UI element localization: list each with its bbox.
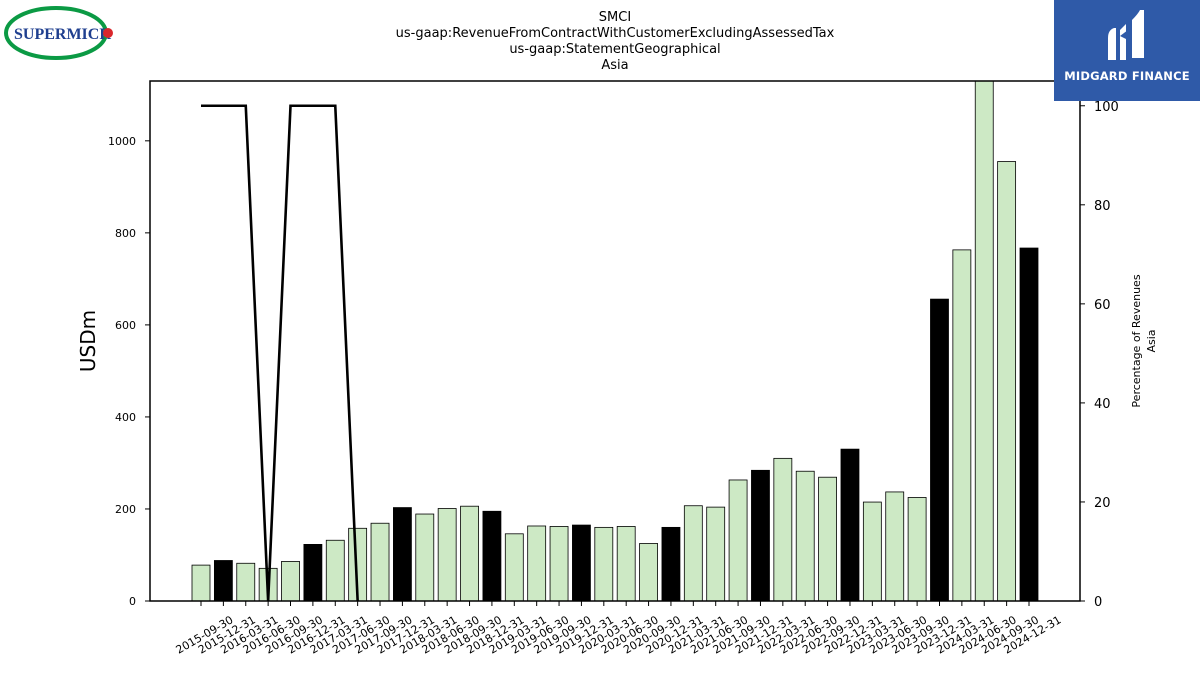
y-tick-label: 0	[129, 595, 136, 608]
bar-2017-12-31	[393, 507, 412, 602]
y-tick-label: 1000	[108, 135, 136, 148]
x-axis: 2015-09-302015-12-312016-03-312016-06-30…	[174, 601, 1064, 657]
logo-dot-icon	[103, 28, 113, 38]
y-right-tick-label: 80	[1094, 199, 1111, 214]
bar-2023-06-30	[885, 491, 905, 602]
bar-2022-03-31	[773, 457, 793, 602]
bar-2023-12-31	[930, 298, 949, 602]
bar-2016-09-30	[281, 561, 300, 602]
bar-2016-12-31	[303, 544, 323, 602]
bar-2020-03-31	[594, 526, 614, 602]
bar-2016-03-31	[236, 562, 256, 602]
title-line-2: us-gaap:RevenueFromContractWithCustomerE…	[396, 26, 835, 41]
y-right-tick-label: 100	[1094, 100, 1119, 115]
logo-text: SUPERMICR	[14, 26, 111, 43]
y-tick-label: 200	[115, 503, 136, 516]
bar-series	[191, 80, 1039, 602]
bar-2020-09-30	[639, 543, 658, 602]
midgard-brand-text: MIDGARD FINANCE	[1064, 69, 1190, 83]
bar-2019-09-30	[549, 526, 569, 602]
title-line-3: us-gaap:StatementGeographical	[509, 42, 720, 57]
bar-2015-09-30	[191, 564, 211, 602]
y-right-tick-label: 40	[1094, 397, 1111, 412]
bar-2021-09-30	[728, 479, 748, 602]
bar-2017-03-31	[325, 539, 345, 602]
bar-2022-09-30	[818, 476, 837, 602]
chart-title: SMCI us-gaap:RevenueFromContractWithCust…	[396, 10, 835, 73]
y-tick-label: 400	[115, 411, 136, 424]
bar-2019-03-31	[504, 533, 524, 602]
bar-2022-12-31	[840, 448, 860, 602]
bar-2018-03-31	[415, 513, 435, 602]
bar-2019-12-31	[572, 524, 591, 602]
percentage-line	[201, 104, 359, 602]
percentage-line-series	[201, 104, 359, 602]
plot-frame	[149, 80, 1081, 602]
bar-2019-06-30	[527, 525, 547, 602]
midgard-emblem-icon	[1108, 10, 1144, 60]
title-line-1: SMCI	[599, 10, 631, 25]
midgard-finance-logo: MIDGARD FINANCE	[1054, 0, 1200, 101]
y-right-tick-label: 20	[1094, 496, 1111, 511]
y-axis-right-label-line-1: Percentage of Revenues	[1130, 274, 1143, 407]
bar-2021-03-31	[683, 505, 703, 602]
bar-2022-06-30	[795, 470, 815, 602]
y-tick-label: 800	[115, 227, 136, 240]
bar-2017-09-30	[370, 522, 390, 602]
y-right-tick-label: 0	[1094, 595, 1102, 610]
supermicro-logo: SUPERMICR	[4, 5, 116, 61]
bar-2018-09-30	[460, 505, 479, 602]
bar-2021-12-31	[751, 469, 770, 602]
bar-2023-09-30	[907, 497, 927, 602]
bar-2015-12-31	[213, 560, 233, 602]
y-right-tick-label: 60	[1094, 298, 1111, 313]
y-tick-label: 600	[115, 319, 136, 332]
bar-2023-03-31	[862, 501, 882, 602]
bar-2020-06-30	[616, 526, 636, 602]
bar-2024-12-31	[1019, 247, 1039, 602]
bar-2020-12-31	[661, 526, 681, 602]
y-axis-left: 0 200 400 600 800 1000	[108, 135, 150, 608]
y-axis-right-label-line-2: Asia	[1145, 329, 1158, 352]
bar-2018-12-31	[482, 510, 502, 602]
bar-2024-03-31	[952, 249, 972, 602]
bar-2024-09-30	[997, 161, 1017, 602]
y-axis-label: USDm	[76, 310, 100, 372]
title-line-4: Asia	[601, 58, 628, 73]
bar-2024-06-30	[974, 80, 994, 602]
bar-2018-06-30	[437, 508, 457, 602]
bar-2021-06-30	[706, 506, 726, 602]
y-axis-right: 0 20 40 60 80 100	[1080, 100, 1119, 610]
